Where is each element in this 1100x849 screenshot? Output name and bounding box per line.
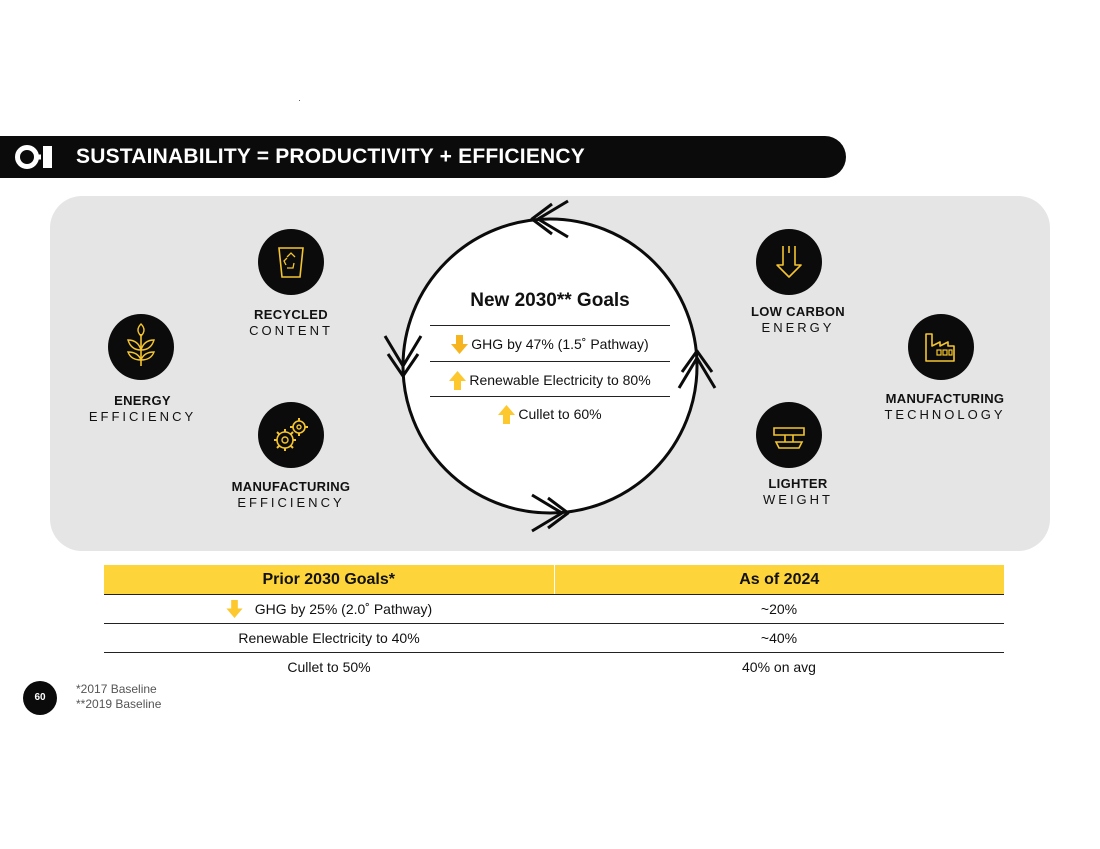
plant-icon [126, 323, 156, 366]
up-arrow-icon [498, 404, 516, 424]
goal-text: GHG by 25% (2.0˚ Pathway) [254, 601, 433, 617]
goal-divider [430, 325, 670, 326]
manufacturing-technology-circle [908, 314, 974, 380]
low-carbon-energy-circle [756, 229, 822, 295]
table-row: Cullet to 50% 40% on avg [104, 652, 1004, 681]
lighter-weight-circle [756, 402, 822, 468]
lighter-label-line1: LIGHTER [768, 476, 828, 491]
table-cell-status: 40% on avg [742, 659, 816, 675]
mfg-efficiency-label-line2: EFFICIENCY [237, 495, 345, 510]
table-cell-status: ~20% [760, 601, 798, 617]
table-cell-goal: GHG by 25% (2.0˚ Pathway) [104, 595, 554, 623]
new-goal-item: Renewable Electricity to 80% [430, 363, 670, 397]
recycled-content-label: RECYCLED CONTENT [216, 307, 366, 339]
title-bar: SUSTAINABILITY = PRODUCTIVITY + EFFICIEN… [0, 136, 846, 178]
lighter-label-line2: WEIGHT [763, 492, 833, 507]
energy-efficiency-circle [108, 314, 174, 380]
table-row: GHG by 25% (2.0˚ Pathway) ~20% [104, 594, 1004, 623]
up-arrow-icon [449, 370, 467, 390]
stray-dot [299, 100, 300, 101]
recycled-label-line2: CONTENT [249, 323, 333, 338]
cycle-arrow-bottom [531, 493, 570, 533]
footnote-2019: **2019 Baseline [76, 697, 162, 711]
o-i-logo-icon [15, 145, 52, 169]
page-number: 60 [23, 681, 57, 715]
table-cell-goal: Renewable Electricity to 40% [238, 630, 420, 646]
new-goal-cullet: Cullet to 60% [518, 406, 602, 422]
new-goal-renewable: Renewable Electricity to 80% [469, 372, 651, 388]
recycled-label-line1: RECYCLED [254, 307, 328, 322]
cycle-arrow-right [677, 349, 717, 389]
energy-label-line1: ENERGY [114, 393, 171, 408]
new-goal-item: Cullet to 60% [430, 397, 670, 431]
down-arrow-icon [226, 600, 243, 618]
goals-cycle-circle [383, 199, 717, 533]
mfg-efficiency-label-line1: MANUFACTURING [231, 479, 351, 494]
down-arrow-icon [451, 334, 469, 354]
energy-label-line2: EFFICIENCY [88, 409, 197, 424]
footnote-2017: *2017 Baseline [76, 682, 157, 696]
cycle-arrow-left [383, 335, 423, 378]
new-goal-item: GHG by 47% (1.5˚ Pathway) [430, 327, 670, 361]
recycle-bin-icon [278, 247, 304, 278]
header-as-of-2024: As of 2024 [739, 571, 820, 588]
new-goals-title: New 2030** Goals [470, 290, 630, 311]
table-header: Prior 2030 Goals* As of 2024 [104, 565, 1004, 594]
factory-icon [925, 333, 955, 362]
new-goal-ghg: GHG by 47% (1.5˚ Pathway) [471, 336, 649, 352]
lighter-weight-label: LIGHTER WEIGHT [723, 476, 873, 508]
low-carbon-label-line1: LOW CARBON [751, 304, 845, 319]
cycle-arrow-top [530, 199, 569, 239]
header-prior-goals: Prior 2030 Goals* [104, 565, 555, 594]
manufacturing-efficiency-circle [258, 402, 324, 468]
prior-goals-table: Prior 2030 Goals* As of 2024 GHG by 25% … [104, 565, 1004, 681]
goal-divider [430, 361, 670, 362]
mfg-technology-label-line2: TECHNOLOGY [884, 407, 1006, 422]
recycled-content-circle [258, 229, 324, 295]
page-title: SUSTAINABILITY = PRODUCTIVITY + EFFICIEN… [76, 145, 585, 168]
manufacturing-technology-label: MANUFACTURING TECHNOLOGY [865, 391, 1025, 423]
table-row: Renewable Electricity to 40% ~40% [104, 623, 1004, 652]
energy-efficiency-label: ENERGY EFFICIENCY [70, 393, 215, 425]
table-cell-goal: Cullet to 50% [287, 659, 371, 675]
goal-divider [430, 396, 670, 397]
gears-icon [274, 418, 308, 451]
mfg-technology-label-line1: MANUFACTURING [885, 391, 1005, 406]
low-carbon-energy-label: LOW CARBON ENERGY [723, 304, 873, 336]
manufacturing-efficiency-label: MANUFACTURING EFFICIENCY [211, 479, 371, 511]
down-arrow-icon [776, 246, 802, 278]
table-cell-status: ~40% [760, 630, 798, 646]
low-carbon-label-line2: ENERGY [761, 320, 835, 335]
scale-icon [773, 427, 805, 449]
